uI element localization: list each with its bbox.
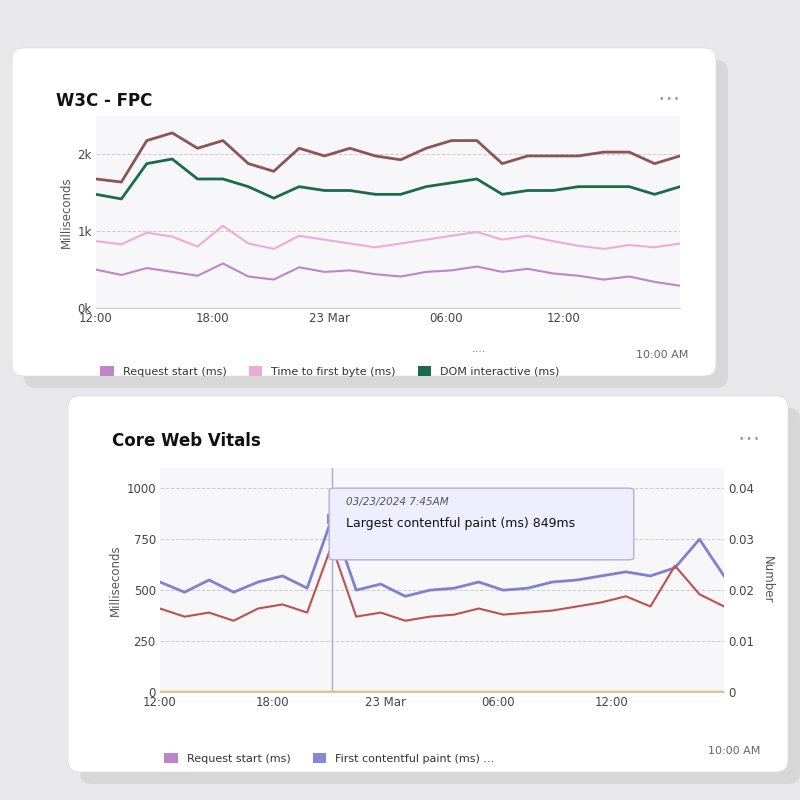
Point: [326, 513, 338, 526]
Text: Core Web Vitals: Core Web Vitals: [112, 432, 261, 450]
Text: ....: ....: [472, 344, 486, 354]
Text: Largest contentful paint (ms) 849ms: Largest contentful paint (ms) 849ms: [346, 518, 575, 530]
Text: 10:00 AM: 10:00 AM: [708, 746, 760, 756]
Text: ⋯: ⋯: [658, 88, 680, 108]
Text: W3C - FPC: W3C - FPC: [56, 92, 152, 110]
Text: 10:00 AM: 10:00 AM: [636, 350, 688, 360]
Y-axis label: Milliseconds: Milliseconds: [109, 544, 122, 616]
Legend: Request start (ms), Time to first byte (ms), DOM interactive (ms): Request start (ms), Time to first byte (…: [96, 362, 564, 381]
Y-axis label: Number: Number: [761, 556, 774, 604]
FancyBboxPatch shape: [330, 488, 634, 560]
Y-axis label: Milliseconds: Milliseconds: [60, 176, 74, 248]
Text: 03/23/2024 7:45AM: 03/23/2024 7:45AM: [346, 497, 449, 507]
Text: ⋯: ⋯: [738, 428, 760, 448]
Legend: Request start (ms), First contentful paint (ms) ...: Request start (ms), First contentful pai…: [160, 749, 498, 768]
